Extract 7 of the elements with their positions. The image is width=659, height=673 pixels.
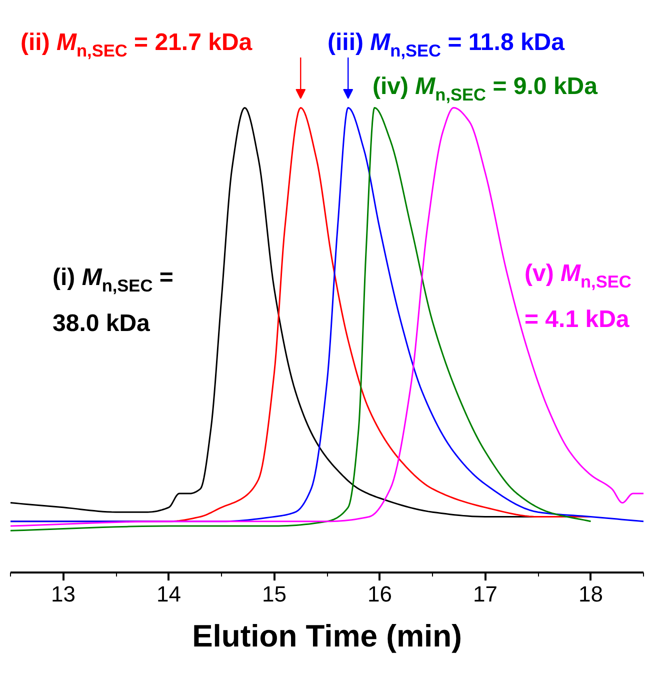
x-tick-label: 15 — [262, 582, 286, 606]
x-tick-label: 17 — [473, 582, 498, 606]
x-tick-label: 16 — [368, 582, 392, 606]
x-tick-label: 18 — [578, 582, 603, 606]
x-axis-title: Elution Time (min) — [192, 618, 462, 654]
x-tick-label: 14 — [156, 582, 181, 606]
x-tick-label: 13 — [51, 582, 76, 606]
